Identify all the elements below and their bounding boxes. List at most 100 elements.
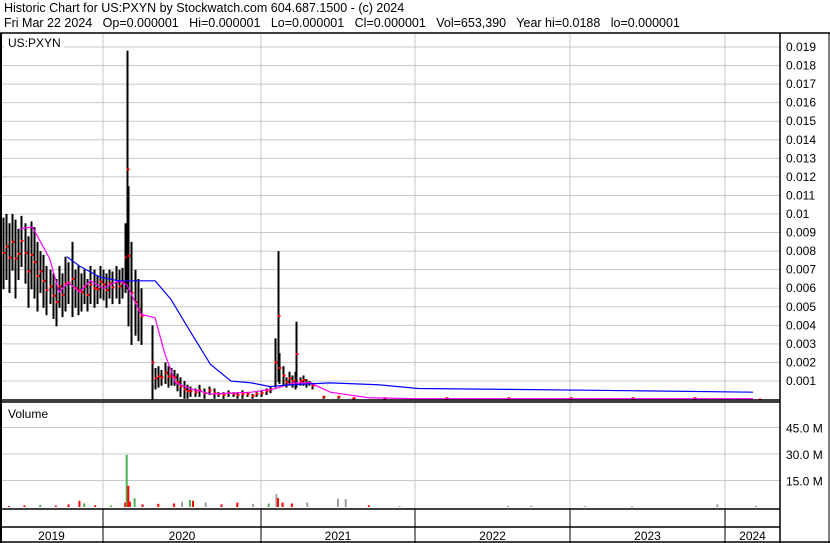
close-tick [86, 293, 90, 296]
close-tick [173, 376, 177, 379]
volume-bar [344, 499, 347, 507]
close-tick [274, 361, 278, 364]
symbol-label-bg [4, 35, 64, 49]
close-tick [189, 390, 193, 393]
close-tick [126, 168, 130, 171]
year-label: 2024 [739, 529, 766, 543]
close-tick [167, 375, 171, 378]
close-tick [291, 380, 295, 383]
close-tick [45, 289, 49, 292]
close-tick [74, 287, 78, 290]
close-tick [236, 393, 240, 396]
close-tick [61, 293, 65, 296]
close-tick [42, 279, 46, 282]
close-tick [241, 393, 245, 396]
close-tick [93, 287, 97, 290]
close-tick [198, 389, 202, 392]
close-tick [99, 280, 103, 283]
volume-bar [267, 503, 270, 507]
close-tick [176, 380, 180, 383]
price-tick-label: 0.016 [786, 96, 816, 110]
volume-bar [128, 501, 131, 507]
close-tick [102, 283, 106, 286]
year-label: 2023 [634, 529, 661, 543]
close-tick [194, 391, 198, 394]
close-tick [77, 289, 81, 292]
price-tick-label: 0.019 [786, 40, 816, 54]
volume-bar [124, 502, 127, 507]
close-tick [89, 283, 93, 286]
volume-tick-label: 30.0 M [786, 448, 823, 462]
close-tick [285, 380, 289, 383]
close-tick [96, 288, 100, 291]
price-tick-label: 0.004 [786, 318, 816, 332]
price-tick-label: 0.011 [786, 188, 815, 202]
close-tick [108, 282, 112, 285]
volume-tick-label: 45.0 M [786, 422, 823, 436]
close-tick [39, 270, 43, 273]
close-tick [17, 252, 21, 255]
price-tick-label: 0.006 [786, 281, 816, 295]
volume-bar [173, 503, 176, 507]
symbol-label: US:PXYN [8, 36, 61, 50]
volume-bar [188, 499, 191, 507]
price-tick-label: 0.018 [786, 59, 816, 73]
close-tick [64, 282, 68, 285]
volume-bar [507, 505, 509, 507]
year-label: 2022 [479, 529, 506, 543]
close-tick [222, 393, 226, 396]
close-tick [311, 384, 315, 387]
volume-bar [204, 502, 207, 507]
close-tick [33, 261, 37, 264]
close-tick [20, 239, 24, 242]
close-tick [302, 379, 306, 382]
volume-bar [290, 503, 293, 507]
volume-bar [220, 504, 223, 507]
close-tick [58, 285, 62, 288]
close-tick [80, 290, 84, 293]
volume-bar [337, 498, 339, 507]
volume-bar [306, 502, 309, 507]
close-tick [5, 245, 9, 248]
close-tick [111, 286, 115, 289]
volume-bar [67, 504, 70, 507]
close-tick [118, 285, 122, 288]
close-tick [183, 388, 187, 391]
volume-bar [78, 500, 81, 507]
close-tick [71, 277, 75, 280]
close-tick [27, 270, 31, 273]
volume-tick-label: 15.0 M [786, 475, 823, 489]
moving-average-line [66, 256, 753, 393]
close-tick [134, 301, 138, 304]
close-tick [337, 395, 341, 398]
price-tick-label: 0.012 [786, 170, 816, 184]
close-tick [49, 285, 53, 288]
close-tick [124, 256, 128, 259]
volume-bar [367, 505, 370, 507]
year-label: 2019 [38, 529, 65, 543]
close-tick [299, 380, 303, 383]
close-tick [154, 377, 158, 380]
close-tick [282, 374, 286, 377]
close-tick [157, 375, 161, 378]
price-tick-label: 0.01 [786, 207, 810, 221]
price-tick-label: 0.008 [786, 244, 816, 258]
close-tick [170, 375, 174, 378]
volume-bar [236, 502, 239, 507]
close-tick [295, 353, 299, 356]
close-tick [322, 395, 326, 398]
close-tick [14, 257, 18, 260]
close-tick [288, 377, 292, 380]
volume-bar [54, 505, 57, 507]
volume-bar [133, 498, 136, 507]
price-tick-label: 0.017 [786, 77, 816, 91]
price-tick-label: 0.003 [786, 337, 816, 351]
year-label: 2020 [169, 529, 196, 543]
close-tick [208, 389, 212, 392]
close-tick [251, 394, 255, 397]
close-tick [246, 393, 250, 396]
close-tick [232, 393, 236, 396]
close-tick [140, 315, 144, 318]
